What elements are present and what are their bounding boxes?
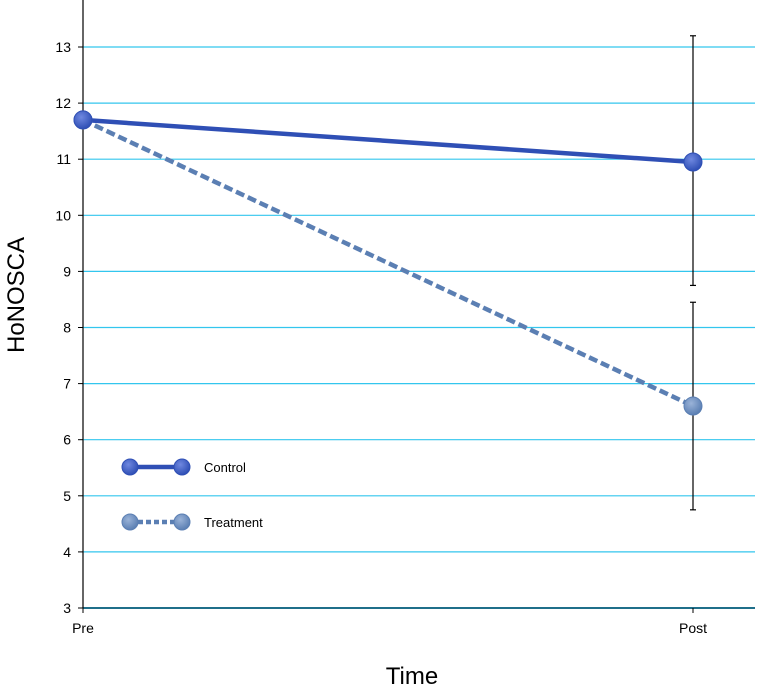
legend-marker-treatment: [121, 513, 139, 531]
y-tick-label: 8: [63, 320, 71, 336]
axes: 3 4 5 6 7 8 9 10 11 12 13 Pre Post: [55, 0, 755, 636]
series-line-treatment: [82, 117, 694, 409]
y-tick-label: 9: [63, 263, 71, 279]
y-tick-label: 7: [63, 376, 71, 392]
grid: [83, 46, 755, 553]
legend-item-control: Control: [121, 458, 246, 476]
x-tick-label: Post: [679, 620, 707, 636]
series: [73, 35, 703, 511]
y-tick-label: 5: [63, 488, 71, 504]
y-tick-label: 4: [63, 544, 71, 560]
y-tick-label: 3: [63, 600, 71, 616]
legend-marker-control: [121, 458, 139, 476]
y-tick-label: 12: [55, 95, 71, 111]
legend: Control Treatment: [121, 458, 263, 531]
y-tick-label: 13: [55, 39, 71, 55]
y-tick-label: 11: [56, 151, 71, 167]
y-axis-title: HoNOSCA: [3, 237, 30, 353]
x-axis-title: Time: [386, 663, 438, 688]
legend-label-control: Control: [204, 460, 246, 475]
data-point-control: [73, 110, 93, 130]
legend-label-treatment: Treatment: [204, 515, 263, 530]
legend-marker-control: [173, 458, 191, 476]
data-point-treatment: [683, 396, 703, 416]
series-line-control: [82, 117, 694, 165]
x-tick-label: Pre: [72, 620, 94, 636]
data-point-control: [683, 152, 703, 172]
legend-item-treatment: Treatment: [121, 513, 263, 531]
y-tick-label: 10: [55, 207, 71, 223]
y-tick-label: 6: [63, 432, 71, 448]
legend-marker-treatment: [173, 513, 191, 531]
